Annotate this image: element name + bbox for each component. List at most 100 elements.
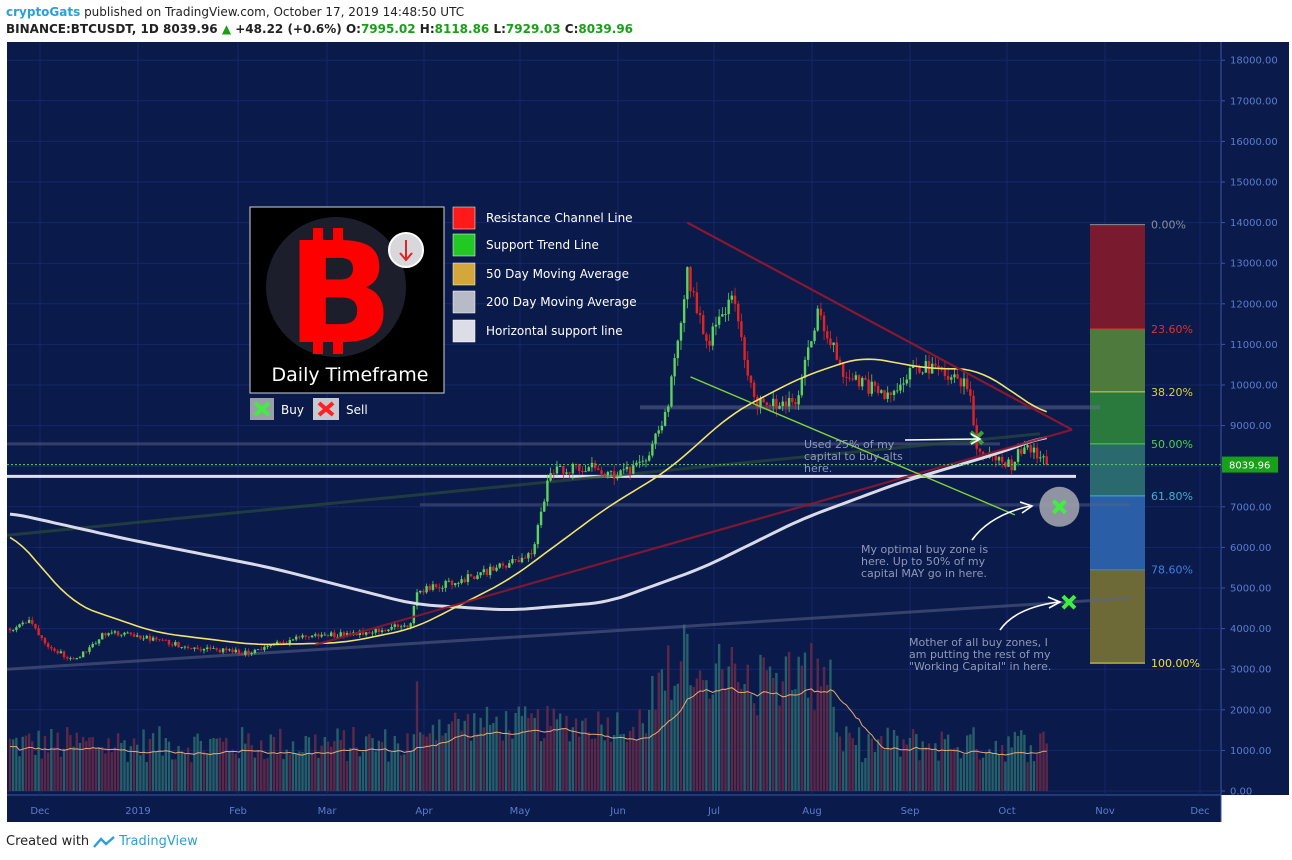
candle-body (158, 639, 161, 641)
candle-body (647, 455, 651, 461)
candle-body (981, 451, 985, 456)
volume-bar (533, 717, 536, 791)
candle-body (11, 629, 15, 631)
x-tick-label: Mar (318, 806, 338, 817)
volume-bar (705, 680, 708, 791)
candle-body (562, 466, 565, 474)
volume-bar (406, 733, 409, 791)
candle-body (132, 634, 136, 637)
x-tick-label: 2019 (125, 806, 150, 817)
author-link[interactable]: cryptoGats (6, 5, 81, 19)
candle-body (393, 624, 396, 627)
buy-key: Buy (250, 398, 304, 420)
volume-bar (918, 760, 921, 791)
volume-bar (504, 711, 508, 791)
y-tick-label: 11000.00 (1230, 340, 1278, 351)
candle-body (816, 308, 819, 331)
volume-bar (717, 644, 721, 791)
candle-body (689, 267, 692, 292)
volume-bar (826, 684, 829, 791)
candle-body (88, 647, 91, 652)
arrow-down-icon (388, 232, 424, 268)
volume-bar (676, 683, 679, 791)
volume-bar (240, 727, 244, 791)
candle-body (183, 646, 187, 648)
candle-body (377, 628, 381, 632)
candle-body (27, 619, 31, 623)
candle-body (285, 642, 288, 644)
volume-bar (892, 729, 896, 791)
time-axis[interactable] (7, 795, 1221, 822)
fib-zone (1090, 495, 1145, 570)
fib-zone (1090, 443, 1145, 496)
volume-bar (632, 726, 635, 791)
volume-bar (743, 683, 746, 791)
volume-bar (495, 716, 498, 791)
candle-body (504, 565, 508, 568)
volume-bar (164, 737, 168, 791)
volume-bar (155, 752, 158, 791)
sell-key: Sell (313, 398, 368, 420)
volume-bar (975, 748, 978, 791)
volume-bar (256, 749, 260, 791)
candle-body (514, 558, 517, 561)
candle-body (698, 313, 702, 316)
candle-body (101, 633, 104, 640)
volume-bar (775, 672, 778, 791)
price-axis[interactable] (1221, 42, 1289, 795)
volume-bar (37, 730, 40, 791)
volume-bar (196, 733, 199, 791)
annotation-arrows (904, 433, 1062, 631)
volume-bar (174, 759, 177, 791)
candle-body (663, 411, 667, 426)
volume-bar (530, 713, 533, 791)
volume-bar (488, 724, 492, 791)
legend-label: 200 Day Moving Average (486, 295, 637, 309)
candle-body (291, 639, 295, 641)
fib-zone (1090, 224, 1145, 329)
fib-level-label: 50.00% (1151, 438, 1193, 451)
volume-bar (21, 736, 24, 791)
candle-body (752, 382, 756, 397)
candle-body (498, 563, 501, 568)
candle-body (625, 466, 629, 470)
candle-body (126, 632, 129, 634)
footer: Created with TradingView (6, 834, 198, 849)
candle-body (31, 619, 34, 624)
volume-bar (791, 689, 794, 791)
candle-body (116, 631, 120, 636)
candle-body (37, 628, 40, 636)
volume-bar (352, 726, 355, 791)
arrow-1 (904, 438, 979, 441)
candle-body (749, 375, 753, 383)
volume-bar (851, 738, 854, 791)
candle-body (155, 637, 158, 640)
candle-body (918, 366, 921, 373)
volume-bar (291, 741, 295, 791)
volume-bar (31, 741, 34, 791)
annotation-alts-text: Used 25% of my (804, 438, 895, 451)
volume-bar (329, 746, 333, 791)
volume-bar (244, 743, 247, 791)
tradingview-link[interactable]: TradingView (119, 834, 198, 849)
sell-key-label: Sell (346, 403, 368, 417)
volume-bar (479, 717, 482, 791)
volume-bar (765, 670, 769, 791)
volume-bar (647, 709, 651, 791)
volume-bar (724, 688, 727, 791)
candle-body (787, 397, 791, 407)
volume-bar (228, 750, 231, 791)
candle-body (810, 341, 813, 348)
y-tick-label: 14000.00 (1230, 218, 1278, 229)
created-with-label: Created with (6, 834, 90, 849)
candle-body (584, 471, 587, 473)
volume-bar (946, 734, 950, 791)
volume-bar (956, 747, 959, 791)
volume-bar (498, 731, 501, 791)
candle-body (892, 390, 896, 395)
volume-bar (940, 731, 943, 791)
candle-body (717, 316, 721, 325)
y-tick-label: 5000.00 (1230, 584, 1271, 595)
candle-body (244, 650, 247, 655)
